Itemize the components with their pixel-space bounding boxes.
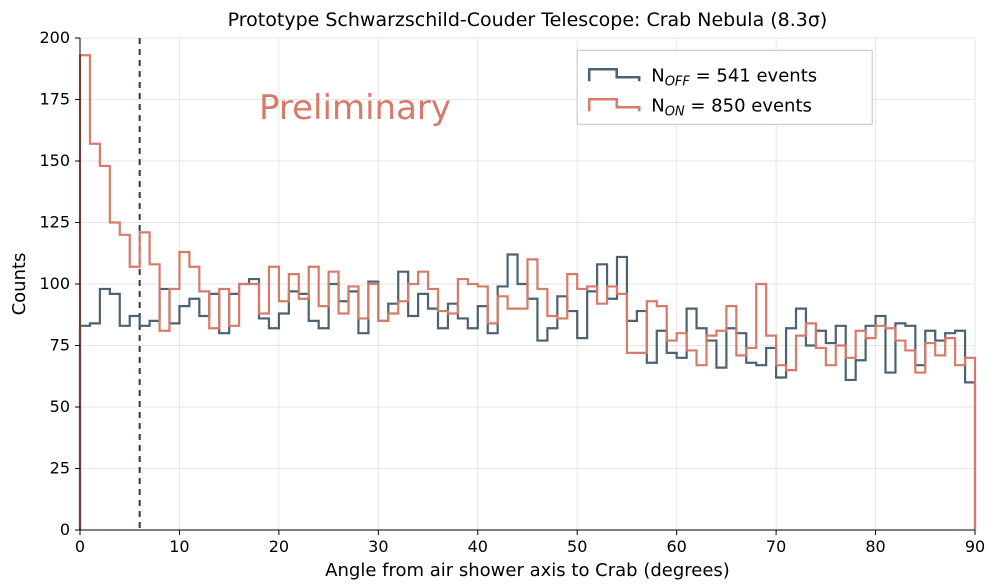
chart-title: Prototype Schwarzschild-Couder Telescope…	[228, 9, 828, 31]
xtick-label: 20	[269, 537, 289, 556]
xtick-label: 80	[865, 537, 885, 556]
ytick-label: 0	[60, 520, 70, 539]
histogram-chart: Preliminary 0 10 20 30 40 50 60 70 80 90 0 25 50 75 100…	[0, 0, 993, 584]
ytick-label: 50	[50, 397, 70, 416]
ytick-label: 100	[39, 274, 70, 293]
xtick-label: 40	[468, 537, 488, 556]
ytick-label: 200	[39, 28, 70, 47]
chart-container: Preliminary 0 10 20 30 40 50 60 70 80 90 0 25 50 75 100…	[0, 0, 993, 584]
xtick-label: 60	[666, 537, 686, 556]
xtick-label: 10	[169, 537, 189, 556]
ytick-label: 150	[39, 151, 70, 170]
xtick-label: 70	[766, 537, 786, 556]
ytick-label: 175	[39, 90, 70, 109]
ytick-label: 125	[39, 213, 70, 232]
preliminary-watermark: Preliminary	[259, 88, 451, 128]
ytick-label: 25	[50, 459, 70, 478]
xtick-label: 90	[965, 537, 985, 556]
x-axis-label: Angle from air shower axis to Crab (degr…	[325, 560, 730, 581]
ytick-label: 75	[50, 336, 70, 355]
y-axis-label: Counts	[9, 253, 30, 316]
xtick-label: 50	[567, 537, 587, 556]
xtick-label: 0	[75, 537, 85, 556]
xtick-label: 30	[368, 537, 388, 556]
